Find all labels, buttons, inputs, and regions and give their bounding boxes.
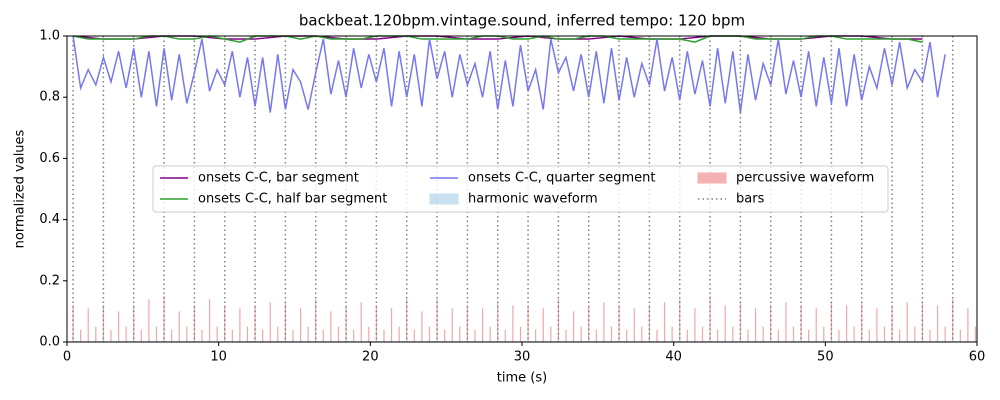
plot-area: 0 10 20 30 40 50 60 0.0 0.2 0.4 0.6 0.8 1.0 onsets C-… <box>39 29 985 365</box>
legend: onsets C-C, bar segment onsets C-C, half … <box>152 165 889 213</box>
y-tick-label: 0.6 <box>39 151 60 166</box>
x-tick-label: 30 <box>514 350 531 365</box>
y-tick-label: 0.0 <box>39 335 60 350</box>
y-tick-label: 1.0 <box>39 29 60 44</box>
plot-frame <box>66 35 978 343</box>
x-axis-label: time (s) <box>497 371 547 386</box>
legend-label: onsets C-C, quarter segment <box>468 171 655 186</box>
y-tick-label: 0.8 <box>39 90 60 105</box>
legend-label: onsets C-C, bar segment <box>198 171 359 186</box>
x-tick-label: 0 <box>63 350 71 365</box>
legend-swatch <box>697 172 727 184</box>
y-axis-label: normalized values <box>13 129 28 248</box>
x-tick-label: 40 <box>665 350 682 365</box>
y-tick-label: 0.2 <box>39 273 60 288</box>
series-line <box>72 35 946 113</box>
x-tick-label: 50 <box>817 350 834 365</box>
legend-label: harmonic waveform <box>468 192 598 207</box>
x-tick-label: 10 <box>210 350 227 365</box>
x-tick-label: 60 <box>969 350 986 365</box>
legend-label: percussive waveform <box>736 171 874 186</box>
legend-label: onsets C-C, half bar segment <box>198 192 387 207</box>
x-tick-label: 20 <box>362 350 379 365</box>
legend-swatch <box>429 193 459 205</box>
chart-title: backbeat.120bpm.vintage.sound, inferred … <box>299 12 745 30</box>
legend-label: bars <box>736 192 765 207</box>
y-tick-label: 0.4 <box>39 212 60 227</box>
